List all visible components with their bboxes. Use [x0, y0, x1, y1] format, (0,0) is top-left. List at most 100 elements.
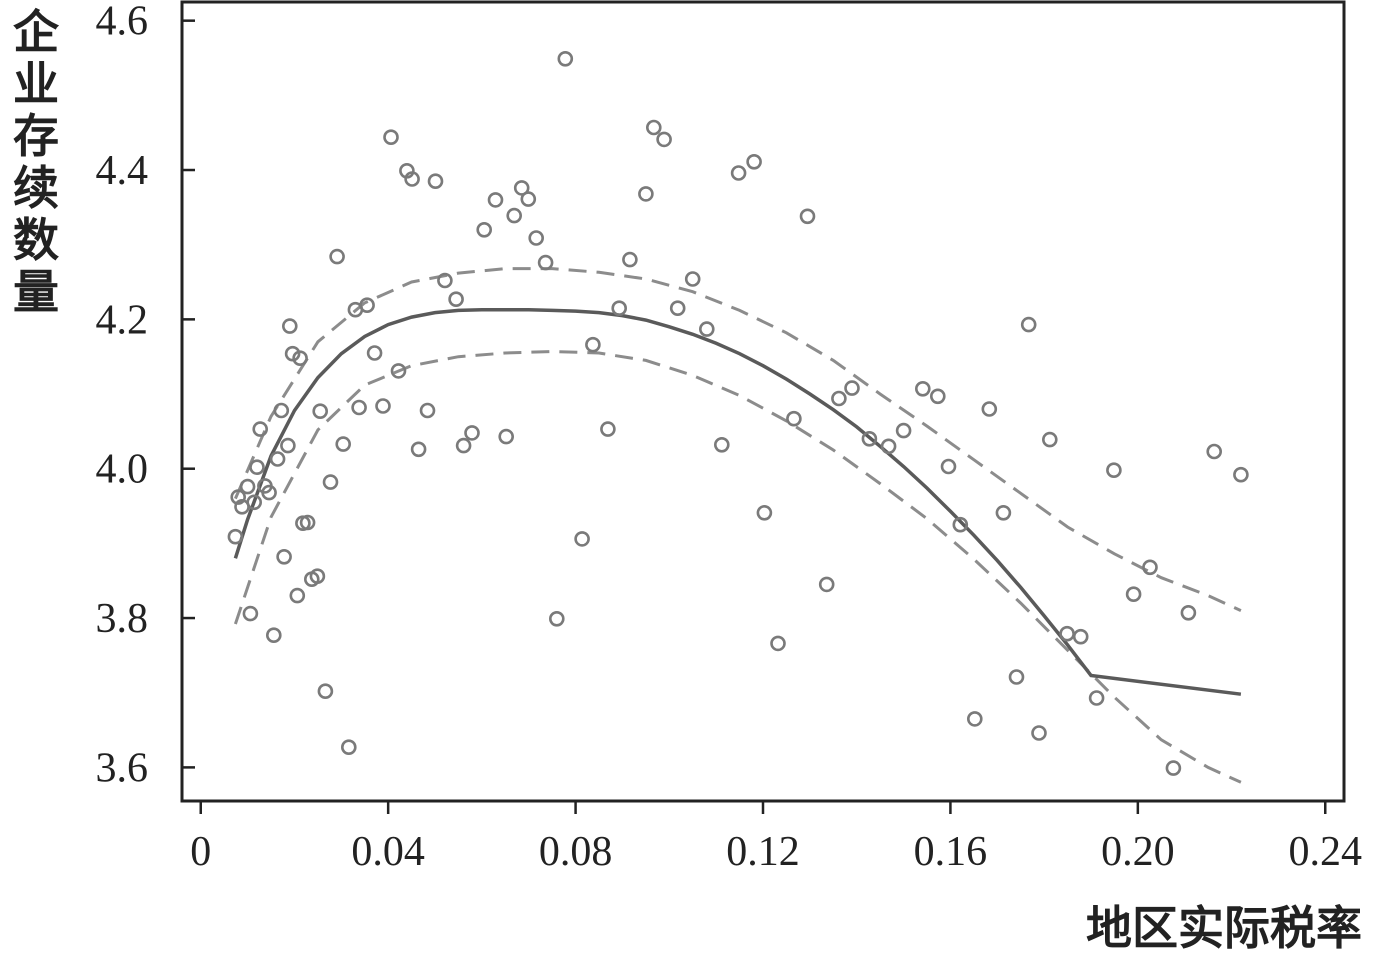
y-axis-title-char: 数: [13, 215, 59, 266]
y-tick-label: 4.2: [96, 297, 149, 343]
data-point: [645, 119, 662, 136]
data-point: [230, 489, 246, 505]
data-point: [280, 437, 296, 454]
data-point: [335, 436, 352, 452]
x-axis-title: 地区实际税率: [1086, 903, 1362, 954]
data-point: [351, 399, 367, 416]
data-point: [818, 576, 835, 593]
data-point: [1106, 462, 1122, 479]
data-point: [520, 191, 537, 207]
y-tick-label: 3.6: [96, 745, 149, 791]
data-point: [383, 129, 399, 145]
data-point: [1072, 628, 1089, 645]
data-point: [427, 173, 444, 189]
data-point: [786, 410, 802, 427]
data-point: [1008, 669, 1025, 685]
data-point: [329, 248, 345, 265]
data-point: [437, 272, 453, 289]
y-axis-title-char: 业: [13, 59, 59, 110]
data-point: [340, 739, 357, 756]
upper-confidence-band: [234, 267, 1242, 612]
data-point: [273, 402, 290, 419]
axis-ticks: 0 0.04 0.08 0.12 0.16 0.20 0.24 3.6 3.8 4.0 4.2 4.4…: [96, 0, 1363, 875]
data-point: [242, 605, 259, 622]
data-point: [669, 300, 686, 317]
x-tick-label: 0: [190, 829, 211, 875]
x-tick-label: 0.04: [351, 829, 425, 875]
data-point: [713, 436, 730, 453]
data-point: [585, 336, 601, 353]
y-tick-label: 3.8: [96, 596, 149, 642]
y-axis-title-char: 量: [13, 267, 59, 318]
data-point: [292, 350, 308, 367]
x-tick-label: 0.16: [914, 829, 988, 875]
data-point: [239, 478, 256, 495]
data-point: [537, 254, 554, 271]
data-point: [1031, 725, 1047, 741]
data-point: [638, 186, 654, 202]
data-point: [940, 458, 957, 475]
data-point: [895, 422, 912, 439]
data-point: [487, 192, 504, 208]
y-axis-title: 企业存续数量: [13, 7, 60, 318]
data-point: [312, 403, 329, 420]
data-point: [366, 345, 383, 361]
data-point: [309, 568, 326, 585]
fit-curve-group: [233, 307, 1242, 696]
x-tick-label: 0.24: [1289, 829, 1363, 875]
x-tick-label: 0.08: [539, 829, 613, 875]
data-point: [929, 388, 946, 405]
data-point: [498, 428, 515, 445]
y-axis-title-char: 续: [13, 163, 59, 214]
data-point: [322, 474, 339, 490]
data-point: [410, 441, 427, 458]
data-point: [1165, 760, 1182, 776]
data-point: [419, 402, 436, 419]
data-point: [252, 421, 269, 437]
y-tick-label: 4.6: [96, 0, 149, 45]
data-point: [246, 494, 262, 511]
fit-curve: [233, 307, 1242, 696]
data-point: [756, 504, 773, 521]
data-point: [574, 531, 590, 547]
data-point: [799, 208, 816, 225]
data-point: [861, 430, 878, 447]
data-point: [1180, 604, 1197, 621]
data-point: [448, 291, 464, 308]
data-point: [249, 459, 265, 476]
data-point: [1020, 316, 1037, 333]
data-point: [831, 390, 847, 407]
data-point: [528, 230, 545, 246]
data-point: [390, 363, 407, 379]
axis-titles: 地区实际税率 企业存续数量: [13, 7, 1362, 954]
data-point: [844, 380, 860, 396]
data-point: [995, 504, 1012, 521]
data-point: [966, 711, 983, 727]
data-points: [227, 50, 1249, 776]
data-point: [281, 318, 298, 334]
data-point: [261, 484, 277, 501]
y-axis-title-char: 企: [13, 7, 60, 58]
data-point: [227, 528, 244, 545]
y-axis-title-char: 存: [13, 111, 59, 162]
data-point: [269, 451, 286, 467]
data-point: [557, 50, 574, 67]
data-point: [622, 251, 638, 268]
data-point: [548, 610, 565, 627]
data-point: [746, 154, 762, 170]
x-tick-label: 0.20: [1101, 829, 1175, 875]
data-point: [276, 548, 292, 565]
data-point: [513, 180, 530, 196]
confidence-bands: [233, 267, 1242, 784]
data-point: [317, 683, 334, 700]
data-point: [770, 635, 786, 652]
data-point: [404, 171, 420, 187]
data-point: [1142, 559, 1158, 576]
data-point: [506, 207, 523, 224]
lower-confidence-band: [233, 349, 1242, 784]
data-point: [1042, 431, 1058, 448]
data-point: [375, 398, 391, 414]
data-point: [265, 627, 282, 644]
x-tick-label: 0.12: [726, 829, 800, 875]
